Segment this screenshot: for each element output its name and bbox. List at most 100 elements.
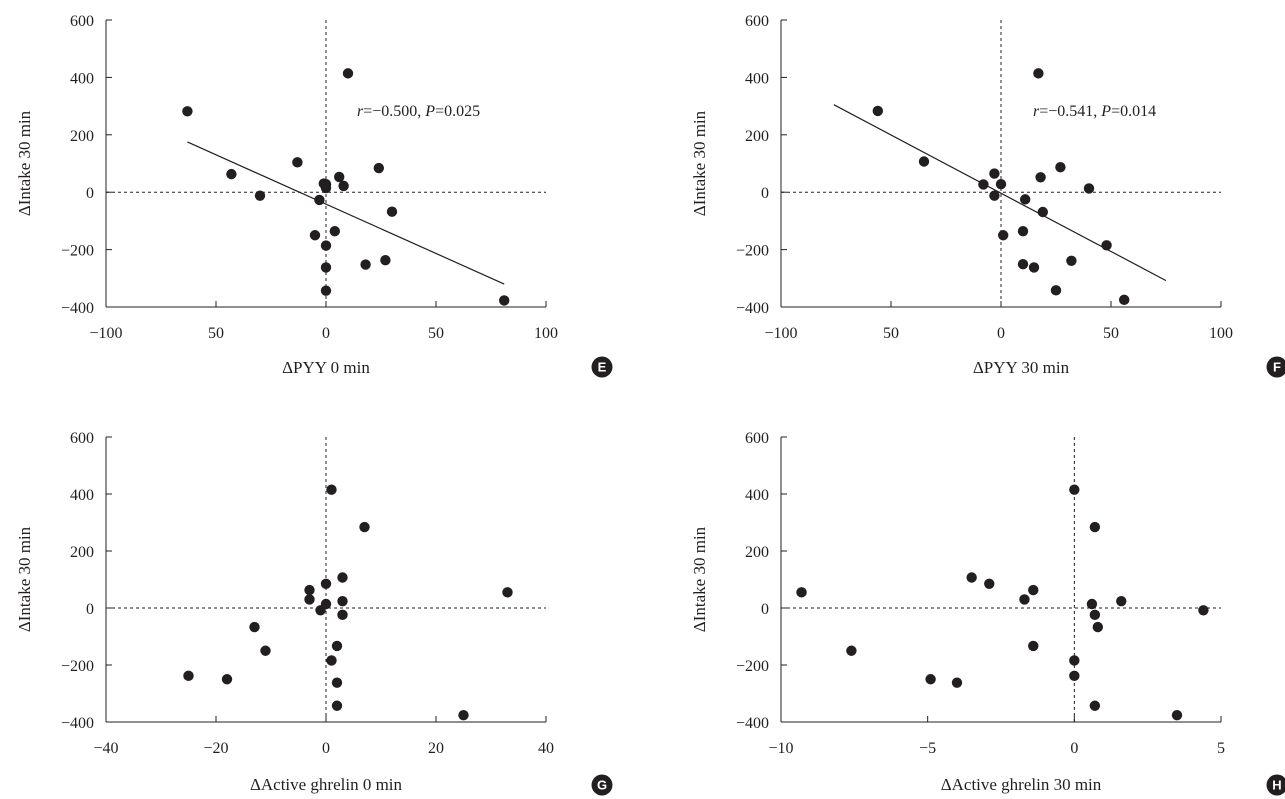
data-point [380, 255, 391, 266]
data-point [1092, 621, 1104, 633]
correlation-annotation: r=−0.500, P=0.025 [357, 103, 480, 120]
data-point [1089, 700, 1101, 711]
y-tick-label: 200 [745, 544, 769, 561]
data-point [249, 621, 260, 633]
annotation-part: P [424, 103, 435, 120]
y-axis-title: ΔIntake 30 min [15, 110, 34, 216]
data-point [342, 68, 354, 79]
y-tick-label: 400 [745, 487, 769, 504]
data-point [320, 285, 332, 296]
data-point [1119, 294, 1130, 306]
data-point [925, 674, 936, 685]
data-point [1028, 262, 1040, 273]
data-point [183, 670, 194, 682]
data-point [966, 572, 977, 583]
x-axis-title: ΔActive ghrelin 30 min [941, 775, 1102, 794]
correlation-annotation: r=−0.541, P=0.014 [1033, 103, 1156, 120]
data-point [1069, 670, 1080, 682]
data-point [1028, 584, 1039, 596]
data-point [320, 598, 332, 610]
x-tick-label: 50 [883, 325, 899, 342]
data-point [360, 259, 371, 270]
data-point [984, 578, 995, 589]
panel-h: 600 400 200 0 −200 −400 −10 −5 0 5 ΔActive ghrelin… [690, 430, 1285, 796]
data-point [254, 190, 266, 201]
data-point [1086, 598, 1098, 610]
x-tick-label: 100 [534, 325, 558, 342]
data-point [331, 700, 343, 711]
data-point [978, 179, 989, 190]
data-point [1083, 183, 1095, 194]
annotation-part: P [1100, 103, 1111, 120]
data-point [320, 262, 332, 273]
data-point [846, 645, 857, 656]
x-tick-label: −5 [919, 740, 936, 757]
data-point [182, 106, 193, 117]
x-tick-label: −20 [203, 740, 228, 757]
data-point [292, 157, 303, 168]
y-tick-label: 400 [70, 70, 94, 87]
data-point [304, 594, 315, 605]
annotation-part: =0.025 [435, 103, 480, 120]
data-point [331, 677, 343, 688]
data-point [1089, 609, 1101, 621]
x-tick-label: 5 [1217, 740, 1225, 757]
y-tick-label: 600 [745, 13, 769, 30]
x-tick-label: −100 [89, 325, 122, 342]
panel-badge [591, 774, 613, 796]
panel-badge [1266, 356, 1285, 378]
y-tick-label: 0 [761, 601, 769, 618]
data-point [1019, 594, 1030, 605]
data-point [314, 194, 325, 206]
data-point [1198, 605, 1209, 616]
data-point [458, 709, 469, 721]
x-tick-label: 0 [1070, 740, 1078, 757]
data-point [304, 584, 315, 596]
y-tick-label: −400 [736, 300, 769, 317]
data-point [872, 105, 883, 117]
data-point [1028, 640, 1039, 652]
data-point [918, 156, 930, 167]
y-tick-label: 600 [70, 430, 94, 447]
x-tick-label: 0 [322, 740, 330, 757]
data-point [1017, 259, 1029, 270]
data-point [373, 162, 384, 174]
data-point [329, 226, 340, 237]
data-point [499, 295, 510, 306]
y-tick-label: −400 [736, 715, 769, 732]
y-tick-label: 600 [70, 13, 94, 30]
y-tick-label: −200 [61, 658, 94, 675]
data-point [334, 171, 345, 183]
x-axis-title: ΔPYY 0 min [282, 358, 370, 377]
data-point [1171, 709, 1183, 721]
y-tick-label: 200 [70, 128, 94, 145]
x-tick-label: −10 [768, 740, 793, 757]
x-axis-title: ΔPYY 30 min [973, 358, 1070, 377]
y-axis-title: ΔIntake 30 min [690, 110, 709, 216]
data-point [309, 230, 321, 241]
panel-e: 600 400 200 0 −200 −400 −100 50 0 50 100 r=−0.500, … [15, 13, 613, 378]
data-point [1055, 162, 1066, 173]
data-point [502, 587, 513, 598]
data-point [951, 677, 963, 688]
data-point [1033, 68, 1044, 79]
y-tick-label: −200 [736, 658, 769, 675]
data-point [221, 674, 233, 685]
panel-badge-label: E [598, 360, 607, 375]
data-point [989, 168, 1000, 179]
panel-badge [1266, 774, 1285, 796]
x-tick-label: 50 [208, 325, 224, 342]
annotation-part: =0.014 [1111, 103, 1156, 120]
panel-badge-label: F [1273, 360, 1281, 375]
x-tick-label: 40 [538, 740, 554, 757]
data-point [260, 645, 271, 656]
y-tick-label: −200 [61, 243, 94, 260]
y-tick-label: 0 [86, 601, 94, 618]
y-tick-label: 400 [70, 487, 94, 504]
y-axis-title: ΔIntake 30 min [15, 526, 34, 632]
panel-badge-label: H [1272, 778, 1281, 793]
data-point [1066, 255, 1077, 266]
y-tick-label: 0 [761, 185, 769, 202]
regression-line [187, 141, 505, 285]
